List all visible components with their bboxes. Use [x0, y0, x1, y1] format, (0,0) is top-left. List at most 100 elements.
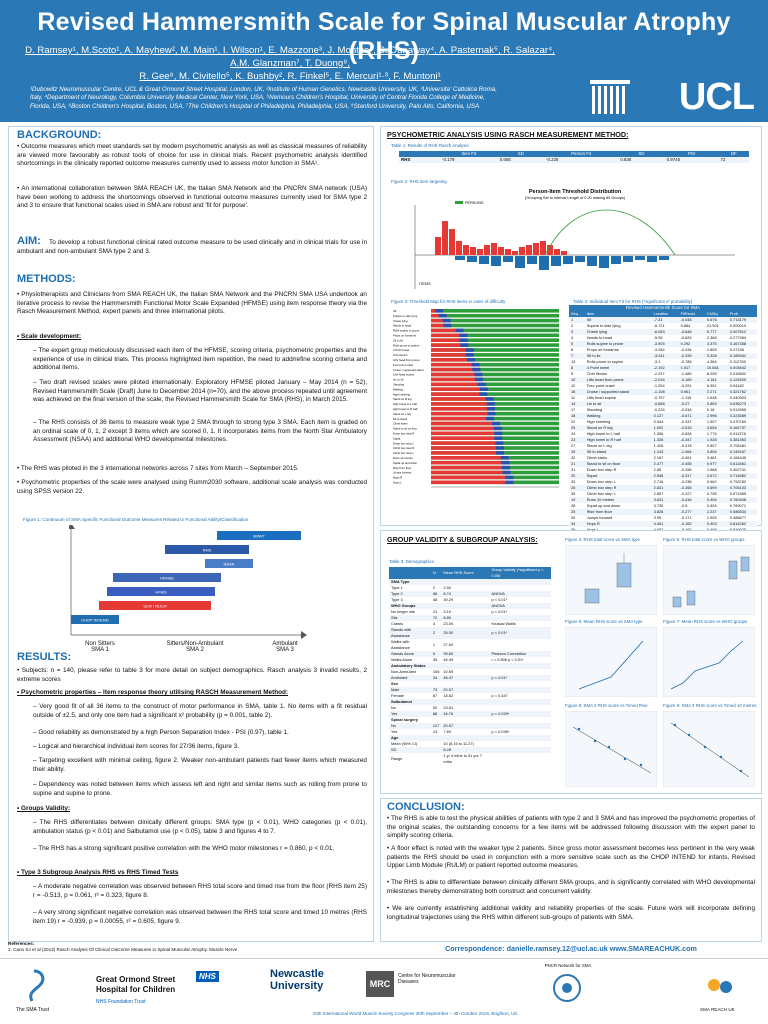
table3-cell: No — [391, 705, 396, 710]
fig3-row-bg — [431, 338, 559, 342]
fig2-item-bar — [635, 256, 645, 260]
table2-cell: 0.961 — [678, 389, 705, 395]
fig3-row-low — [431, 480, 506, 485]
table2-cell: 0.859 — [704, 401, 728, 407]
table3-cell: p = 0.036* — [491, 729, 510, 734]
table3-head-cell — [389, 567, 431, 579]
table3-row: No 52 23.81 — [389, 705, 551, 711]
table3-cell — [489, 699, 551, 705]
table2-cell: 18 — [569, 413, 585, 419]
table2-row: 29 Stand on R leg 1.092 -0.515 3.654 0.161737 — [569, 425, 757, 431]
table3-row: Type 2 88 8.74 ANOVA — [389, 591, 551, 597]
table2-cell: Stand on L leg — [586, 443, 612, 448]
table2-cell: 0.189341 — [727, 353, 757, 359]
table2-cell: -0.277 — [678, 509, 705, 515]
table2-cell: -0.162 — [678, 521, 705, 527]
fig3-row-mid — [486, 407, 495, 411]
table2-row: 1 Sit -7.31 -0.048 0.676 0.713179 — [569, 317, 757, 323]
table3-cell: Sex — [391, 681, 398, 686]
fig3-row-bg — [431, 353, 559, 357]
table3-cell: 27.00 — [443, 642, 454, 647]
fig3-row-mid — [455, 328, 464, 333]
methods-p1: • Physiotherapists and Clinicians from S… — [17, 291, 367, 316]
table3-cell: Kruskal Wallis — [491, 621, 516, 626]
fig2-legend-persons: PERSONS — [465, 201, 484, 205]
correspondence: Correspondence: danielle.ramsey.12@ucl.a… — [445, 944, 697, 953]
fig3-row-low — [431, 441, 496, 445]
table1-cell: 72 — [718, 157, 749, 163]
fig2-person-bar — [477, 249, 483, 255]
table2-cell: 0.127 — [651, 413, 679, 419]
table2-cell: 17 — [571, 407, 576, 412]
table3-row: Age — [389, 735, 551, 741]
table2-cell: -0.226 — [653, 407, 665, 412]
table2-row: 36 Hops L 4.407 -0.163 0.406 0.810675 — [569, 527, 757, 533]
table2-cell: -0.339 — [678, 353, 705, 359]
poster-header: Revised Hammersmith Scale for Spinal Mus… — [0, 0, 768, 122]
table3-cell: 39.60 — [441, 651, 490, 657]
table2-cell: 0.411376 — [729, 431, 746, 436]
table3-cell — [430, 735, 442, 741]
table2-row: 7 Sit to lie -3.241 -0.339 3.328 0.189341 — [569, 353, 757, 359]
table3-cell: 3.19 — [443, 609, 451, 614]
table3-cell — [489, 639, 551, 651]
background-heading: BACKGROUND: — [17, 129, 102, 141]
table2-cell: -1.064 — [678, 449, 705, 455]
fig3-row-low — [431, 402, 487, 406]
fig3-row-mid — [486, 402, 495, 406]
fig3-row-mid — [485, 416, 494, 421]
affiliation-line-2: Italy, ⁴Department of Neurology, Columbi… — [30, 94, 485, 102]
table2-cell: 0.277964 — [729, 335, 747, 340]
table3-cell: WHO Groups — [389, 603, 431, 609]
table2-row: 10 Lifts head from prone -2.016 -0.189 4.161… — [569, 377, 757, 383]
table3-cell: Yes — [391, 729, 398, 734]
fig3-row-low — [431, 348, 466, 352]
fig2-person-bar — [512, 251, 518, 255]
fig6-mean-plot — [565, 627, 657, 697]
fig3-row-bg — [431, 382, 559, 387]
table2-cell: Climb stairs — [586, 455, 608, 460]
fig3-row-bg — [431, 328, 559, 333]
table2-cell: 0.810675 — [729, 527, 747, 532]
table2-cell: -0.668 — [651, 401, 679, 407]
fig3-row-low — [431, 407, 487, 411]
table2-cell: 0.807 — [706, 443, 717, 448]
figure1-bar — [113, 573, 221, 582]
table3-cell: 39.29 — [443, 597, 454, 602]
table2-row: 18 Walking 0.127 -0.671 2.996 0.223589 — [569, 413, 757, 419]
fig3-row-mid — [477, 382, 486, 387]
table3-cell: ANOVA — [489, 603, 551, 609]
table1-cell: 0.665 — [497, 157, 545, 163]
table2-row: 9 Chin flexion -2.227 -1.485 8.295 0.015802 — [569, 371, 757, 377]
table3-row: Ambulatory Status — [389, 663, 551, 669]
table2-cell: Chin flexion — [586, 371, 608, 376]
fig2-caption: Figure 2: RHS item targeting — [391, 179, 447, 184]
table2-cell: 1.517 — [678, 365, 705, 371]
fig2-person-bar — [547, 245, 553, 255]
table2-cell: -0.27 — [678, 401, 705, 407]
table3-cell — [441, 663, 490, 669]
table2-cell: -0.048 — [678, 317, 705, 323]
table3-cell: Yes — [389, 711, 431, 717]
table3-cell: Male — [389, 687, 431, 693]
table2-cell: High kneeling — [586, 419, 611, 424]
figure1-bar — [217, 531, 301, 540]
table2-cell: 2.831 — [651, 485, 679, 491]
table2-cell: 6 — [571, 347, 574, 352]
table2-cell: 0.470769 — [729, 419, 747, 424]
group-validity-panel: GROUP VALIDITY & SUBGROUP ANALYSIS: Tabl… — [380, 530, 762, 794]
fig3-row-mid — [460, 343, 469, 347]
table3-cell: 18.62 — [443, 693, 454, 698]
table3-row: Female 67 18.62 p = 0.347 — [389, 693, 551, 699]
table2-cell: 0.385677 — [729, 515, 747, 520]
fig3-item-label: Squat — [393, 436, 401, 440]
table3-cell: 73 — [430, 687, 442, 693]
figure1-bar-label: HFMS — [155, 590, 167, 595]
table3-cell: 21 — [432, 609, 438, 614]
table3-cell — [489, 723, 551, 729]
fig2-item-bar — [527, 256, 537, 264]
table2-head-cell: Location — [651, 311, 679, 317]
fig3-item-label: Lifts head supine — [393, 373, 415, 377]
table1-header: Item Fit SD Person Fit SD PSI DF — [399, 151, 749, 157]
